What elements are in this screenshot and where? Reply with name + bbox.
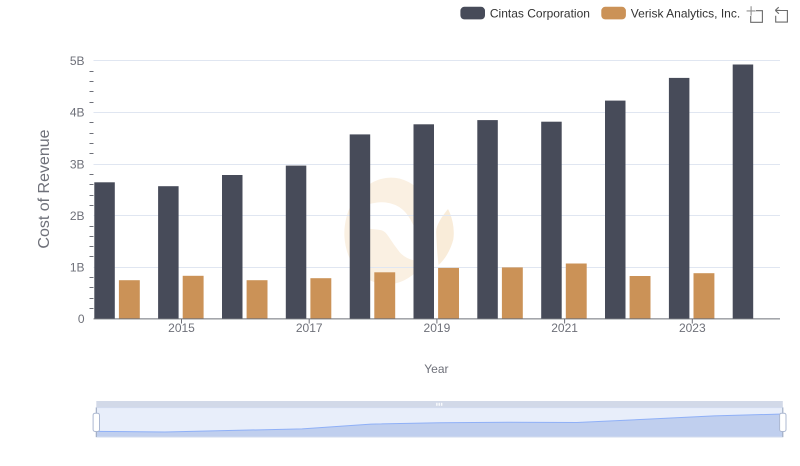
svg-text:2015: 2015 <box>168 321 195 335</box>
svg-text:4B: 4B <box>70 106 85 120</box>
svg-text:1B: 1B <box>70 261 85 275</box>
svg-text:2023: 2023 <box>679 321 706 335</box>
svg-text:2B: 2B <box>70 209 85 223</box>
svg-text:2017: 2017 <box>296 321 323 335</box>
svg-text:0: 0 <box>78 312 85 326</box>
svg-text:2019: 2019 <box>424 321 451 335</box>
svg-text:5B: 5B <box>70 54 85 68</box>
svg-text:2021: 2021 <box>551 321 578 335</box>
svg-text:Cintas Corporation: Cintas Corporation <box>490 6 590 20</box>
svg-text:3B: 3B <box>70 157 85 171</box>
svg-text:Verisk Analytics, Inc.: Verisk Analytics, Inc. <box>631 6 740 20</box>
svg-text:Cost of Revenue: Cost of Revenue <box>36 129 53 248</box>
svg-text:Year: Year <box>424 362 448 376</box>
